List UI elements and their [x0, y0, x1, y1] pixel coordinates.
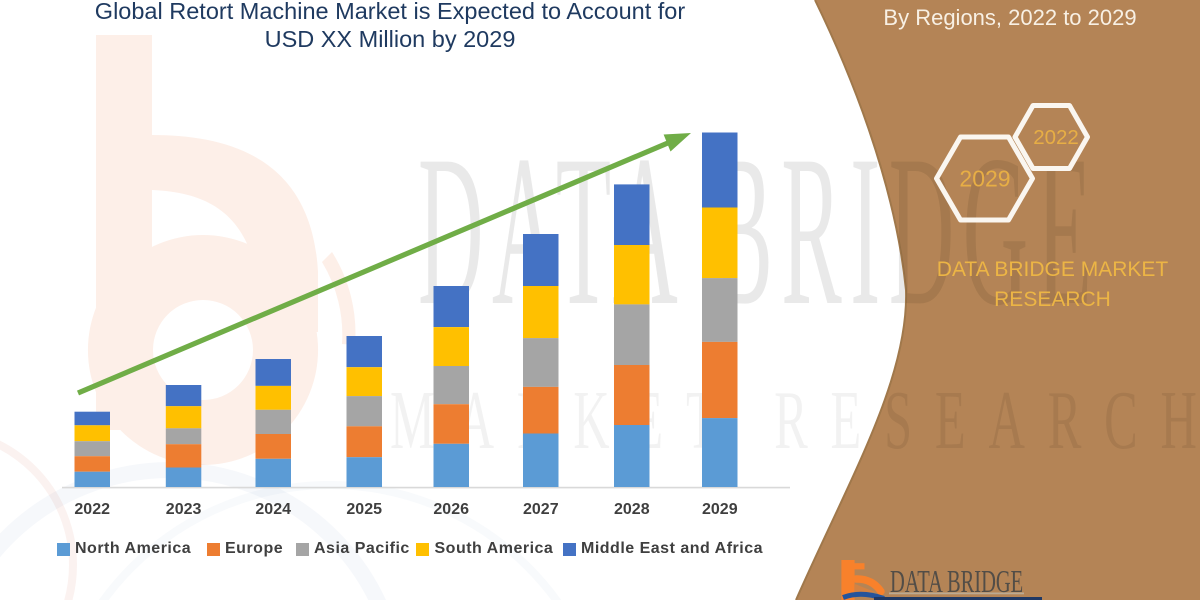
svg-text:2022: 2022: [1033, 126, 1079, 149]
svg-text:2029: 2029: [959, 166, 1010, 192]
